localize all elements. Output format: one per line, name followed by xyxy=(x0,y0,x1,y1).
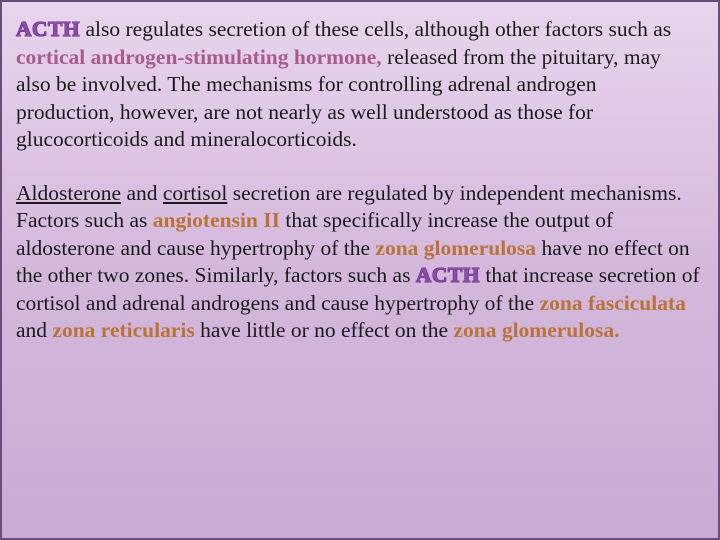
term-acth: ACTH xyxy=(416,263,480,287)
term-cortical-androgen-stimulating-hormone: cortical androgen-stimulating hormone, xyxy=(16,45,382,69)
paragraph-2: Aldosterone and cortisol secretion are r… xyxy=(16,180,700,345)
paragraph-1: ACTH also regulates secretion of these c… xyxy=(16,16,700,154)
term-angiotensin-ii: angiotensin II xyxy=(153,208,280,232)
term-cortisol: cortisol xyxy=(163,181,228,205)
term-zona-fasciculata: zona fasciculata xyxy=(540,291,686,315)
term-zona-reticularis: zona reticularis xyxy=(52,318,194,342)
term-zona-glomerulosa: zona glomerulosa. xyxy=(453,318,619,342)
text-run: and xyxy=(16,318,52,342)
text-run: and xyxy=(121,181,163,205)
term-acth: ACTH xyxy=(16,17,80,41)
term-zona-glomerulosa: zona glomerulosa xyxy=(375,236,536,260)
term-aldosterone: Aldosterone xyxy=(16,181,121,205)
text-run: also regulates secretion of these cells,… xyxy=(80,17,671,41)
text-run: have little or no effect on the xyxy=(195,318,454,342)
